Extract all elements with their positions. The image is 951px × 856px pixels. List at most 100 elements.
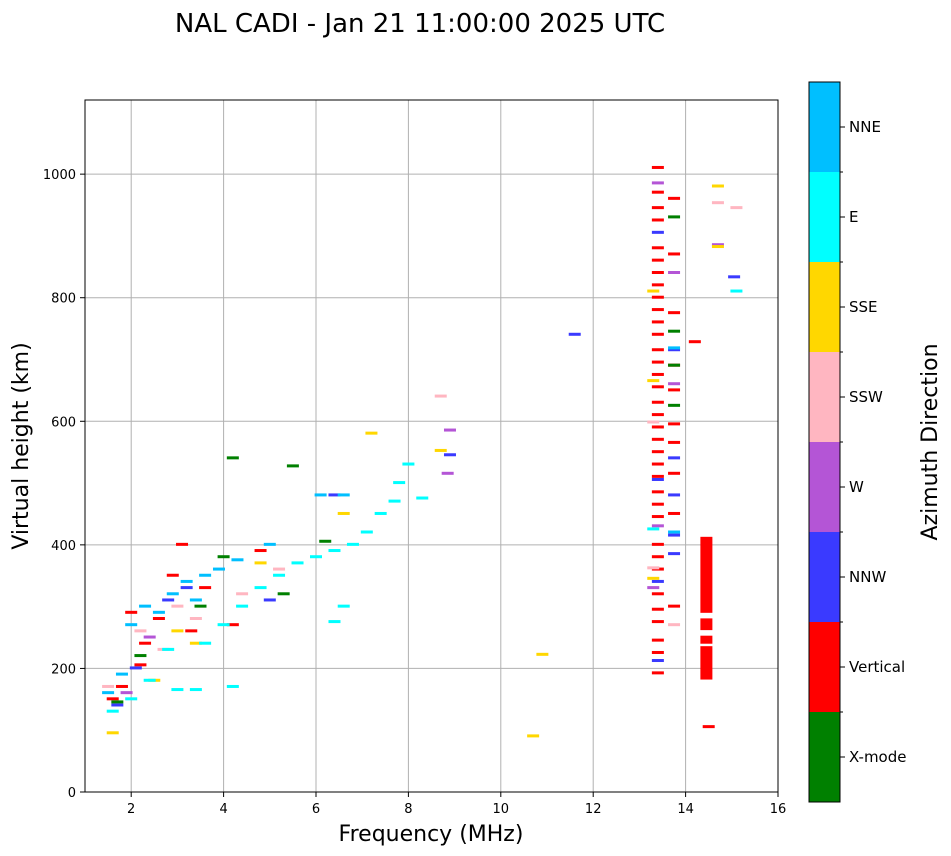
data-point (189, 688, 202, 692)
data-point (651, 206, 664, 210)
data-point (152, 617, 165, 620)
data-point (647, 576, 660, 580)
data-point (273, 567, 286, 571)
data-point (668, 363, 681, 367)
data-point (711, 243, 724, 247)
data-point (277, 592, 290, 596)
x-tick-label: 12 (585, 802, 602, 817)
colorbar-tick-label: Vertical (849, 658, 905, 676)
data-point (651, 230, 664, 234)
data-point (171, 629, 184, 633)
data-point (688, 340, 701, 344)
data-point (337, 493, 350, 497)
data-point (728, 275, 741, 279)
data-point (668, 215, 681, 219)
data-point (310, 555, 322, 559)
data-point (668, 511, 681, 515)
data-point (730, 289, 743, 293)
data-point (171, 688, 184, 692)
data-point (125, 623, 138, 627)
data-point (199, 586, 212, 590)
data-point (374, 511, 387, 515)
series-x-mode (111, 215, 681, 704)
data-point (668, 348, 681, 352)
y-axis: 0 200 400 600 800 1000 (43, 168, 85, 801)
data-point (711, 184, 724, 188)
data-point (651, 671, 664, 675)
data-point (647, 289, 660, 293)
x-axis: 2 4 6 8 10 12 14 16 (127, 792, 786, 817)
data-point (651, 620, 664, 624)
data-point (226, 623, 239, 627)
data-point (651, 450, 664, 454)
data-point (231, 558, 244, 562)
series-ssw (102, 201, 743, 688)
data-segment (700, 635, 713, 644)
data-point (162, 647, 175, 651)
data-point (226, 456, 239, 460)
data-point (134, 663, 147, 667)
data-point (651, 283, 664, 287)
data-point (291, 561, 304, 565)
data-point (651, 502, 664, 506)
data-point (651, 308, 664, 312)
data-point (166, 573, 179, 577)
data-point (226, 684, 239, 688)
plot-grid (85, 100, 778, 792)
data-point (651, 385, 664, 389)
data-point (711, 245, 724, 249)
data-point (152, 610, 165, 614)
data-point (273, 573, 286, 577)
data-point (651, 477, 664, 481)
colorbar-segment (809, 532, 840, 622)
data-point (651, 555, 664, 559)
data-point (102, 684, 115, 688)
data-point (171, 604, 184, 608)
data-point (651, 542, 664, 546)
data-point (651, 437, 664, 441)
colorbar-segment (809, 442, 840, 532)
colorbar-segment (809, 82, 840, 172)
data-point (180, 586, 193, 590)
data-point (337, 604, 350, 608)
data-segment (700, 536, 713, 613)
data-point (647, 420, 660, 424)
data-point (651, 400, 664, 404)
data-point (194, 604, 207, 608)
data-point (568, 332, 581, 336)
colorbar-tick-label: SSW (849, 388, 883, 406)
data-point (346, 542, 359, 546)
colorbar-segment (809, 712, 840, 802)
data-point (651, 165, 664, 169)
x-tick-label: 14 (677, 802, 694, 817)
data-point (263, 542, 276, 546)
data-point (111, 700, 124, 704)
data-point (125, 697, 138, 701)
data-point (711, 201, 724, 205)
data-point (651, 295, 664, 299)
colorbar-tick-label: NNW (849, 568, 886, 586)
data-point (337, 511, 350, 515)
data-point (651, 592, 664, 596)
data-point (388, 499, 401, 503)
data-point (668, 252, 681, 256)
colorbar-segment (809, 622, 840, 712)
data-point (189, 617, 202, 620)
data-point (651, 271, 664, 274)
data-point (651, 425, 664, 429)
data-point (536, 652, 549, 656)
data-point (647, 586, 660, 590)
data-point (668, 493, 681, 497)
data-point (651, 650, 664, 654)
chart-title: NAL CADI - Jan 21 11:00:00 2025 UTC (175, 9, 665, 39)
data-point (668, 623, 681, 627)
data-point (162, 598, 175, 602)
data-point (668, 456, 681, 460)
data-point (236, 592, 249, 596)
data-point (668, 311, 681, 315)
data-point (668, 388, 681, 392)
data-point (668, 382, 681, 386)
data-point (443, 428, 456, 432)
data-point (647, 527, 660, 531)
